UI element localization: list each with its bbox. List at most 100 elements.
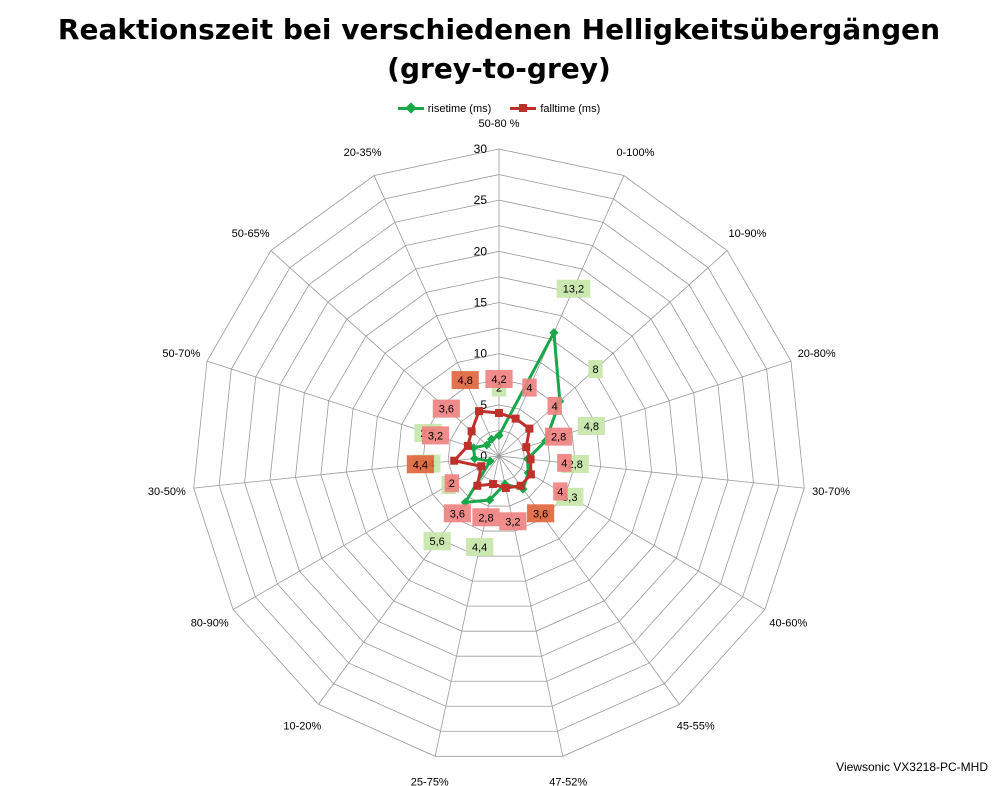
data-label-text: 2	[449, 478, 455, 490]
radar-grid	[193, 148, 805, 757]
grid-ring	[218, 174, 780, 732]
chart-title-line-2: (grey-to-grey)	[387, 52, 611, 85]
series-layer	[450, 328, 565, 507]
credit-text: Viewsonic VX3218-PC-MHD	[836, 760, 988, 774]
data-label: 4	[557, 453, 572, 472]
data-label-box	[472, 508, 500, 527]
radial-tick-label: 5	[480, 398, 487, 412]
grid-ring	[473, 430, 525, 482]
data-label-text: 3,6	[533, 508, 548, 520]
data-label: 3,6	[443, 504, 471, 523]
data-label-box	[406, 455, 435, 474]
data-label: 3,6	[432, 399, 460, 418]
spoke-line	[270, 250, 500, 457]
legend-line-risetime	[397, 102, 424, 114]
risetime-point	[549, 328, 559, 338]
data-label: 8	[588, 360, 603, 379]
legend-entry-falltime: falltime (ms)	[510, 103, 600, 115]
data-label-box	[466, 537, 494, 556]
grid-ring	[345, 302, 653, 607]
data-label-box	[527, 504, 555, 523]
radial-tick-label: 15	[474, 296, 488, 310]
data-label-box	[547, 396, 562, 415]
chart-title-line-1: Reaktionszeit bei verschiedenen Helligke…	[57, 13, 941, 46]
data-label-box	[544, 427, 573, 446]
data-label: 3,2	[499, 512, 527, 531]
falltime-point	[501, 484, 510, 493]
spoke-line	[232, 455, 500, 610]
data-label-text: 4	[557, 486, 563, 498]
data-label-text: 3,6	[450, 508, 465, 520]
data-label-text: 4	[526, 383, 532, 395]
category-label: 50-65%	[232, 228, 270, 240]
data-label-box	[444, 474, 460, 493]
falltime-point	[489, 480, 498, 489]
grid-ring	[193, 148, 805, 757]
data-label-box	[423, 532, 451, 551]
falltime-point	[463, 441, 472, 450]
category-label: 47-52%	[549, 777, 587, 786]
grid-ring	[320, 276, 678, 632]
falltime-point	[475, 407, 484, 416]
legend-entry-risetime: risetime (ms)	[397, 102, 492, 115]
data-label-box	[556, 279, 591, 298]
data-label-box	[588, 360, 603, 379]
data-label-box	[522, 378, 537, 397]
data-label: 4,8	[451, 371, 479, 390]
grid-ring	[396, 353, 602, 557]
data-label: 4	[547, 396, 562, 415]
spoke-line	[193, 455, 500, 489]
data-label: 2,8	[544, 427, 573, 446]
radial-tick-label: 10	[474, 347, 488, 361]
falltime-point	[525, 424, 534, 433]
spoke-line	[498, 455, 680, 705]
data-label-box	[557, 453, 572, 472]
series-line	[463, 331, 562, 504]
category-label: 10-90%	[728, 228, 766, 240]
category-label: 45-55%	[677, 720, 715, 732]
falltime-point	[450, 456, 459, 465]
data-label-text: 4,8	[458, 375, 473, 387]
spoke-line	[498, 455, 564, 757]
data-label-box	[577, 416, 605, 435]
falltime-point	[467, 427, 476, 436]
data-label-box	[443, 504, 471, 523]
data-label: 4,2	[485, 370, 513, 389]
falltime-point	[522, 443, 531, 452]
data-label-text: 2,8	[551, 432, 566, 444]
risetime-point	[485, 495, 495, 505]
radial-tick-label: 0	[480, 449, 487, 463]
radial-tick-label: 25	[474, 193, 488, 207]
category-label: 20-80%	[798, 348, 836, 360]
category-label: 50-80 %	[479, 118, 520, 130]
legend-label-risetime: risetime (ms)	[427, 102, 492, 115]
data-label: 3,2	[421, 426, 450, 445]
radial-tick-label: 20	[474, 244, 488, 258]
data-label: 3,6	[527, 504, 555, 523]
legend-diamond-marker	[405, 102, 417, 114]
falltime-point	[526, 470, 535, 479]
data-label-text: 4,8	[584, 421, 599, 433]
data-label-text: 13,2	[563, 284, 584, 296]
data-label-box	[485, 370, 513, 389]
data-label-text: 4,2	[491, 374, 506, 386]
data-label-box	[553, 482, 568, 501]
category-label: 25-75%	[411, 777, 449, 786]
series-risetime	[460, 328, 565, 507]
risetime-point	[482, 440, 492, 450]
grid-ring	[371, 327, 627, 582]
legend-square-marker	[519, 104, 528, 112]
category-labels: 50-80 % 0-100% 10-90% 20-80% 30-70% 40-60% 45-…	[148, 118, 850, 786]
falltime-point	[526, 455, 535, 464]
data-label-text: 3,2	[505, 516, 520, 528]
spoke-line	[498, 455, 766, 610]
data-label-box	[421, 426, 450, 445]
data-label: 4	[553, 482, 568, 501]
radial-tick-labels: 0 5 10 15 20 25 30	[474, 142, 488, 463]
data-label: 5,6	[423, 532, 451, 551]
legend: risetime (ms) falltime (ms)	[0, 101, 998, 115]
data-labels: 213,284,82,83,34,45,612,42,64,2442,8443,…	[406, 279, 605, 556]
falltime-point	[477, 462, 486, 471]
radial-tick-label: 30	[474, 142, 488, 156]
